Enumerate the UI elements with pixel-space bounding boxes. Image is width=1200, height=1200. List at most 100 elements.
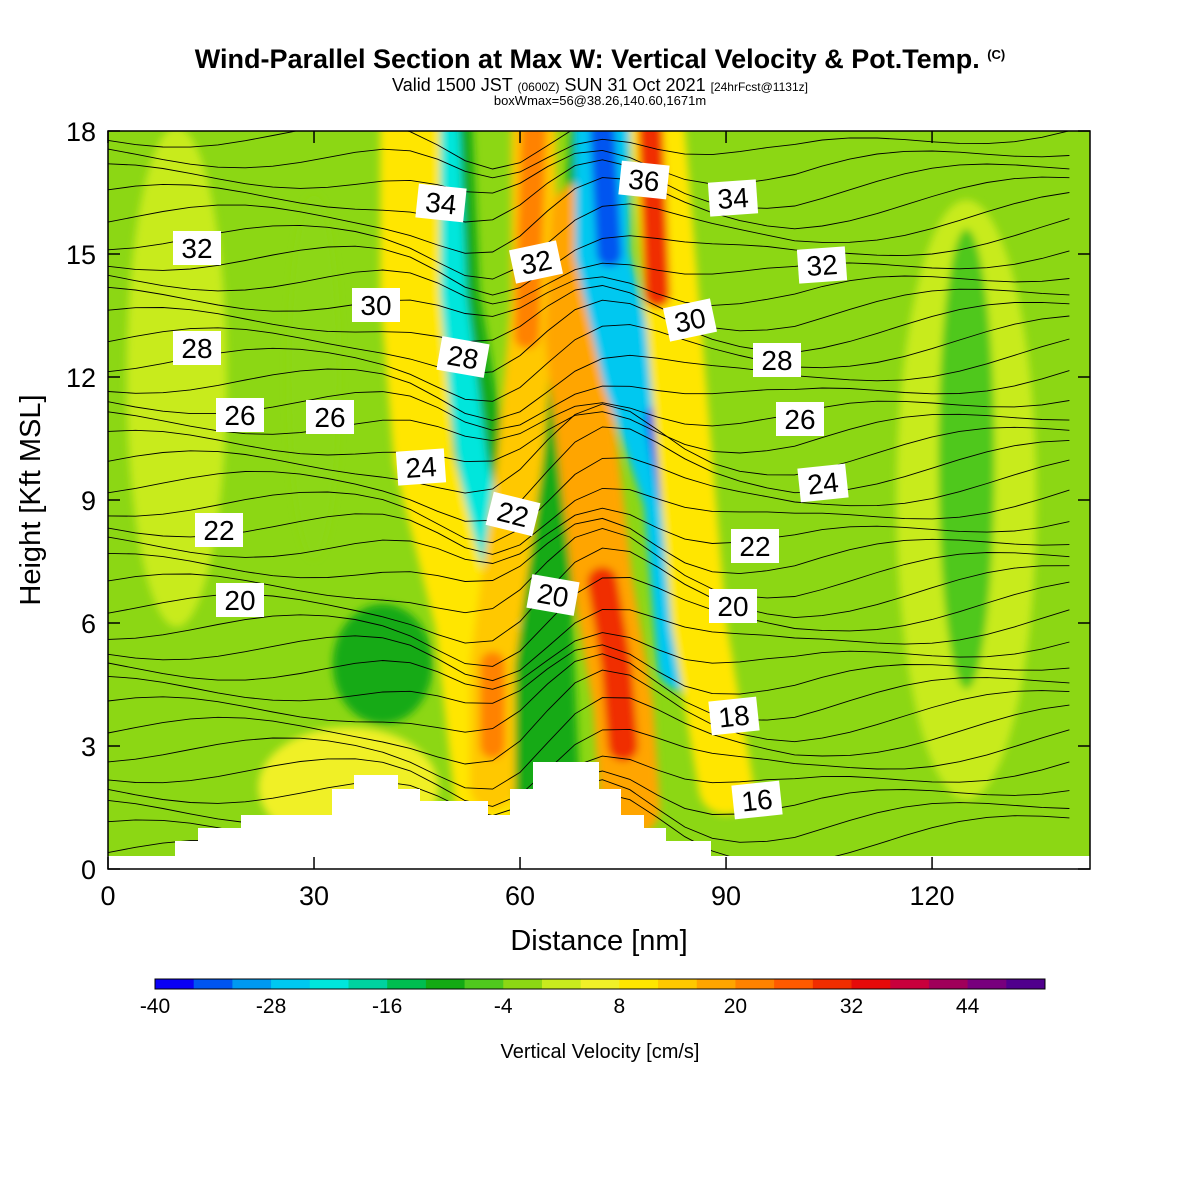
theta-contour-9 xyxy=(108,632,1070,690)
colorbar-swatch-6 xyxy=(387,979,427,989)
colorbar-swatch-13 xyxy=(658,979,698,989)
colorbar-swatch-19 xyxy=(890,979,930,989)
chart-title-unit: (C) xyxy=(987,47,1006,62)
theta-label-box-3 xyxy=(526,574,580,616)
colorbar-swatch-21 xyxy=(967,979,1007,989)
theta-label-box-16 xyxy=(352,288,400,322)
theta-contour-24 xyxy=(108,315,1070,402)
theta-label-box-2 xyxy=(216,583,264,617)
updraft-east-core xyxy=(638,131,670,308)
theta-contour-4 xyxy=(108,728,1070,807)
theta-label-layer: 16 18 20 20 20 22 22 22 24 24 26 26 26 28 28 28 30 30 32 32… xyxy=(173,160,849,820)
theta-label-text-19: 32 xyxy=(518,244,555,281)
valid-time-utc: (0600Z) xyxy=(517,80,560,94)
x-tick-label-2: 60 xyxy=(505,881,535,911)
theta-label-text-14: 28 xyxy=(445,340,481,376)
theta-label-20: 32 xyxy=(796,246,848,284)
theta-label-text-0: 16 xyxy=(740,783,774,817)
theta-label-text-18: 32 xyxy=(181,233,212,264)
theta-label-23: 36 xyxy=(618,160,670,200)
theta-contour-12 xyxy=(108,547,1070,644)
colorbar-swatch-20 xyxy=(928,979,969,989)
theta-contour-17 xyxy=(108,457,1070,544)
y-tick-label-5: 15 xyxy=(66,240,96,270)
x-tick-label-1: 30 xyxy=(299,881,329,911)
theta-label-12: 26 xyxy=(776,402,824,436)
theta-label-box-12 xyxy=(776,402,824,436)
theta-label-text-12: 26 xyxy=(784,404,815,435)
colorbar-tick-label-6: 32 xyxy=(840,995,863,1018)
x-axis-label: Distance [nm] xyxy=(510,925,687,957)
theta-contour-6 xyxy=(108,669,1070,765)
theta-label-text-4: 20 xyxy=(717,591,748,622)
colorbar-swatch-15 xyxy=(735,979,775,989)
y-tick-label-6: 18 xyxy=(66,117,96,147)
theta-contour-25 xyxy=(108,299,1070,375)
colorbar-swatch-14 xyxy=(696,979,736,989)
theta-contour-14 xyxy=(108,517,1070,582)
colorbar-label: Vertical Velocity [cm/s] xyxy=(501,1041,700,1063)
theta-label-box-4 xyxy=(709,589,757,623)
theta-label-7: 22 xyxy=(731,529,779,563)
theta-label-1: 18 xyxy=(708,696,760,736)
theta-contour-34 xyxy=(108,131,1070,179)
theta-label-box-19 xyxy=(508,240,564,284)
colorbar-tick-label-2: -16 xyxy=(372,995,402,1018)
theta-label-box-1 xyxy=(708,696,760,736)
theta-contour-27 xyxy=(108,275,1070,317)
theta-contour-10 xyxy=(108,609,1070,682)
updraft-mid-core-high xyxy=(514,131,547,349)
theta-label-22: 34 xyxy=(707,179,759,217)
colorbar-swatch-1 xyxy=(193,979,233,989)
colorbar-swatch-7 xyxy=(425,979,466,989)
terrain xyxy=(108,762,1090,869)
theta-contour-7 xyxy=(108,653,1070,733)
chart-title-text: Wind-Parallel Section at Max W: Vertical… xyxy=(194,44,980,74)
colorbar-frame xyxy=(154,978,1046,990)
theta-contour-19 xyxy=(108,403,1070,494)
colorbar-swatch-2 xyxy=(232,979,272,989)
theta-label-19: 32 xyxy=(508,240,564,284)
theta-label-text-21: 34 xyxy=(424,186,458,220)
theta-label-21: 34 xyxy=(415,183,467,223)
theta-contour-5 xyxy=(108,697,1070,790)
main-downdraft-core-high xyxy=(589,131,622,267)
y-tick-label-2: 6 xyxy=(81,609,96,639)
theta-contour-30 xyxy=(108,192,1070,280)
theta-contour-32 xyxy=(108,159,1070,223)
theta-label-text-23: 36 xyxy=(627,163,661,197)
theta-label-5: 22 xyxy=(195,513,243,547)
colorbar-swatch-8 xyxy=(464,979,504,989)
theta-label-11: 26 xyxy=(306,400,354,434)
theta-label-box-20 xyxy=(796,246,848,284)
theta-label-text-13: 28 xyxy=(181,333,212,364)
theta-contour-11 xyxy=(108,577,1070,667)
box-wmax-line: boxWmax=56@38.26,140.60,1671m xyxy=(493,93,707,108)
theta-label-3: 20 xyxy=(526,574,580,616)
theta-label-box-6 xyxy=(485,491,541,537)
potential-temperature-contours xyxy=(108,131,1070,869)
theta-contour-20 xyxy=(108,411,1070,463)
theta-label-13: 28 xyxy=(173,331,221,365)
downdraft-lee-low xyxy=(332,604,433,724)
x-tick-label-0: 0 xyxy=(100,881,115,911)
colorbar-tick-label-7: 44 xyxy=(956,995,980,1018)
theta-label-text-16: 30 xyxy=(360,290,391,321)
colorbar-swatch-10 xyxy=(541,979,582,989)
theta-label-18: 32 xyxy=(173,231,221,265)
theta-contour-23 xyxy=(108,338,1070,421)
theta-label-8: 24 xyxy=(395,448,447,486)
colorbar-tick-label-4: 8 xyxy=(614,995,626,1018)
theta-label-box-8 xyxy=(395,448,447,486)
y-tick-label-4: 12 xyxy=(66,363,96,393)
theta-label-box-13 xyxy=(173,331,221,365)
colorbar-swatch-18 xyxy=(851,979,891,989)
theta-label-text-1: 18 xyxy=(717,699,751,733)
theta-label-4: 20 xyxy=(709,589,757,623)
theta-contour-18 xyxy=(108,426,1070,522)
theta-label-text-20: 32 xyxy=(805,249,838,282)
theta-label-box-9 xyxy=(797,463,849,503)
theta-contour-3 xyxy=(108,755,1070,817)
